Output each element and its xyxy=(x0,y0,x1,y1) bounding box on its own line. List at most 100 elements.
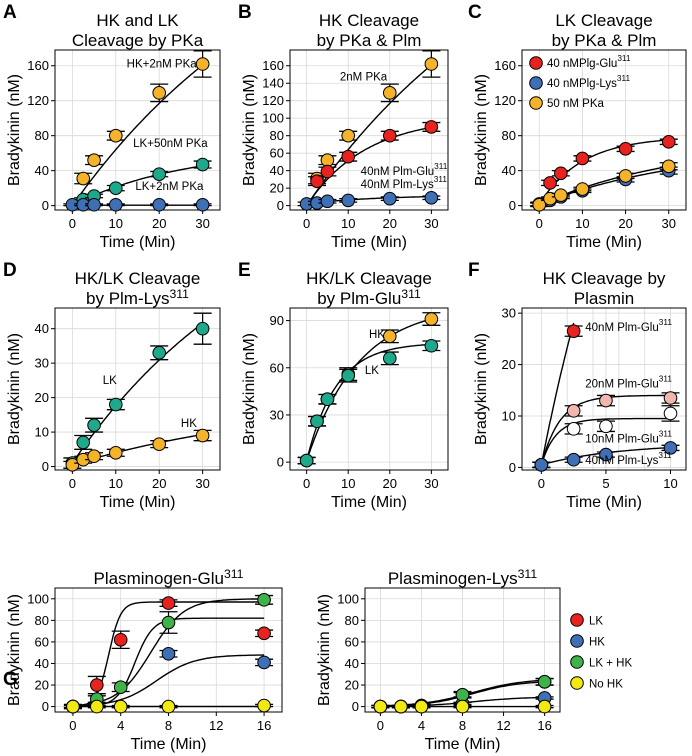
legend-label-base: 40 nMPlg-Glu xyxy=(547,58,617,70)
annotation-sup: 311 xyxy=(434,175,448,184)
x-axis-label: Time (Min) xyxy=(566,234,642,251)
annotation: HK+2nM PKa xyxy=(127,58,198,70)
y-tick-label: 40 xyxy=(35,321,49,336)
x-tick-label: 0 xyxy=(69,718,76,733)
data-point xyxy=(195,57,210,71)
data-point xyxy=(575,182,590,196)
y-tick-label: 60 xyxy=(270,146,284,161)
panel-title-base: Plasminogen-Lys xyxy=(388,569,518,588)
y-tick-label: 20 xyxy=(35,678,49,693)
data-point xyxy=(257,698,271,713)
y-axis-label: Bradykinin (nM) xyxy=(473,333,490,445)
annotation: 40nM Plm-Glu311 xyxy=(585,318,672,334)
data-point xyxy=(152,437,167,451)
data-point xyxy=(424,190,439,205)
plot-frame xyxy=(289,49,449,211)
legend-marker xyxy=(570,676,584,690)
legend-marker xyxy=(570,634,584,648)
data-point xyxy=(575,151,590,166)
y-tick-label: 0 xyxy=(509,198,516,213)
x-axis-label: Time (Min) xyxy=(331,234,407,251)
data-point xyxy=(195,197,210,212)
y-tick-label: 30 xyxy=(270,407,284,422)
x-tick-label: 8 xyxy=(459,718,466,733)
annotation-sup: 311 xyxy=(659,430,673,439)
x-tick-label: 4 xyxy=(418,718,425,733)
data-point xyxy=(320,194,335,209)
y-tick-label: 20 xyxy=(345,678,359,693)
data-point xyxy=(663,391,678,405)
y-tick-label: 160 xyxy=(494,58,516,73)
panel-label: D xyxy=(3,260,17,281)
data-point xyxy=(310,414,324,429)
y-tick-label: 40 xyxy=(502,163,516,178)
y-tick-label: 80 xyxy=(270,128,284,143)
x-tick-label: 10 xyxy=(341,216,355,231)
y-axis-label: Bradykinin (nM) xyxy=(241,333,258,445)
plot-frame xyxy=(54,307,221,471)
data-point xyxy=(566,404,581,418)
x-tick-label: 20 xyxy=(152,476,166,491)
legend-marker xyxy=(529,56,543,70)
data-point xyxy=(532,197,547,212)
fit-curve xyxy=(306,126,432,206)
x-tick-label: 8 xyxy=(165,718,172,733)
fit-curve xyxy=(305,318,432,461)
annotation-sup: 311 xyxy=(434,162,448,171)
annotation: 20nM Plm-Glu311 xyxy=(585,375,672,391)
x-tick-label: 30 xyxy=(662,216,676,231)
y-tick-label: 0 xyxy=(42,459,49,474)
data-point xyxy=(618,169,633,183)
y-tick-label: 0 xyxy=(42,699,49,714)
x-tick-label: 10 xyxy=(663,476,677,491)
panel-title: HK Cleavage by xyxy=(543,269,666,288)
x-tick-label: 0 xyxy=(536,216,543,231)
panel-label: G xyxy=(3,669,18,690)
annotation: HK xyxy=(181,418,197,430)
legend-marker xyxy=(570,655,584,669)
y-tick-label: 100 xyxy=(262,111,284,126)
annotation-sup: 311 xyxy=(658,451,672,460)
y-tick-label: 120 xyxy=(262,93,284,108)
y-tick-label: 10 xyxy=(502,409,516,424)
y-tick-label: 0 xyxy=(277,198,284,213)
panel-title: by Plm-Glu311 xyxy=(317,287,421,308)
panel-label: B xyxy=(238,2,252,23)
x-tick-label: 30 xyxy=(424,216,438,231)
data-point xyxy=(257,593,271,607)
data-point xyxy=(341,368,356,383)
data-point xyxy=(87,197,101,212)
annotation-base: 40nM Plm-Glu xyxy=(585,322,659,334)
y-tick-label: 140 xyxy=(262,76,284,91)
panel-E: 0 10 20 30 0 30 60 90 Time (Min) Bradykinin (nM) H… xyxy=(238,260,449,511)
data-point xyxy=(414,699,429,714)
data-point xyxy=(161,699,176,714)
data-point xyxy=(161,596,176,610)
annotation-base: 40nM Plm-Lys xyxy=(361,179,434,191)
annotation: LK xyxy=(103,375,117,387)
plot-frame xyxy=(289,307,449,471)
panel-title: Plasminogen-Glu311 xyxy=(94,567,244,588)
data-point xyxy=(90,678,104,692)
data-point xyxy=(543,176,557,190)
panel-label: F xyxy=(468,260,480,281)
data-point xyxy=(599,393,613,408)
panel-title: Plasmin xyxy=(574,289,634,308)
annotation: 40nM Plm-Lys311 xyxy=(361,175,448,191)
data-point xyxy=(373,699,388,714)
y-axis-label: Bradykinin (nM) xyxy=(6,74,23,186)
y-tick-label: 20 xyxy=(270,181,284,196)
x-tick-label: 30 xyxy=(195,216,209,231)
data-point xyxy=(161,615,176,630)
panel-label: C xyxy=(468,2,482,23)
data-point xyxy=(108,128,123,143)
y-tick-label: 80 xyxy=(35,613,49,628)
x-tick-label: 0 xyxy=(69,216,76,231)
panel-title-sup: 311 xyxy=(401,287,421,301)
data-point xyxy=(195,157,210,172)
x-tick-label: 30 xyxy=(195,476,209,491)
y-axis-label: Bradykinin (nM) xyxy=(316,594,333,706)
data-point xyxy=(663,441,678,455)
y-axis-label: Bradykinin (nM) xyxy=(6,333,23,445)
data-point xyxy=(113,632,128,647)
